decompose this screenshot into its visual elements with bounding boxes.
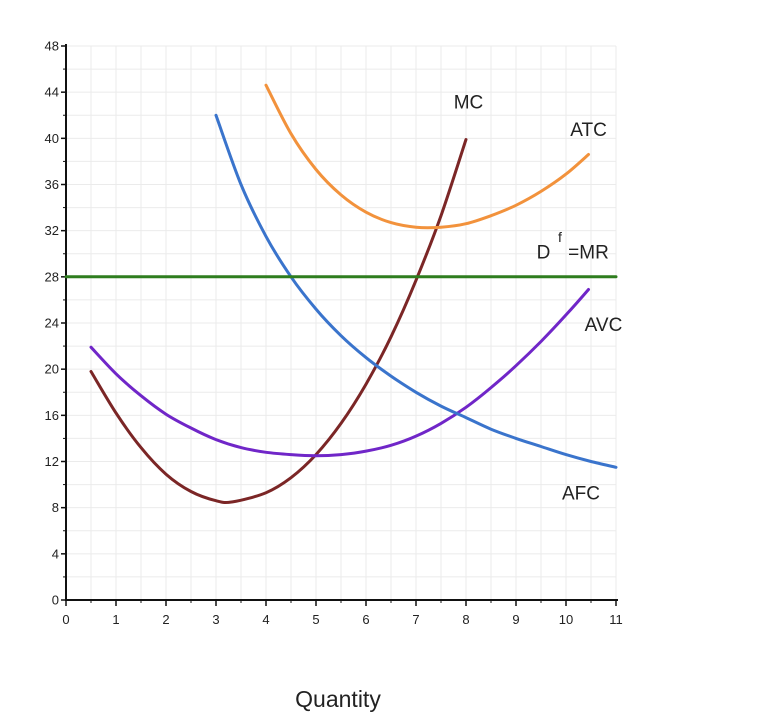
x-tick-label: 5 [312,612,319,627]
curve-label-d: D [537,242,551,263]
y-tick-label: 36 [45,177,59,192]
y-tick-label: 12 [45,454,59,469]
series-line-atc [264,83,590,230]
x-tick-label: 2 [162,612,169,627]
y-tick-label: 28 [45,269,59,284]
x-tick-label: 6 [362,612,369,627]
curve-label-mr: =MR [568,242,609,263]
x-tick-label: 1 [112,612,119,627]
curve-label-f: f [558,229,562,245]
series-line-mc [89,138,468,505]
x-tick-label: 0 [62,612,69,627]
x-tick-label: 11 [609,612,623,627]
curve-label-atc: ATC [570,120,607,141]
x-tick-label: 8 [462,612,469,627]
series-lines [64,83,618,505]
x-tick-label: 7 [412,612,419,627]
x-tick-label: 4 [262,612,269,627]
y-tick-label: 0 [52,593,59,608]
y-tick-label: 20 [45,362,59,377]
y-tick-label: 40 [45,131,59,146]
curve-label-mc: MC [454,92,484,113]
y-tick-label: 4 [52,546,59,561]
curve-labels: MC ATC Df =MR AVC AFC [454,92,623,504]
y-tick-label: 24 [45,316,59,331]
grid [65,45,617,601]
x-tick-label: 9 [512,612,519,627]
x-axis-title: Quantity [295,686,381,712]
y-tick-label: 44 [45,85,59,100]
curve-label-afc: AFC [562,484,600,505]
series-line-avc [89,288,590,458]
y-tick-label: 8 [52,500,59,515]
series-line-afc [214,113,618,469]
y-tick-label: 16 [45,408,59,423]
curve-label-avc: AVC [585,315,623,336]
x-tick-label: 10 [559,612,573,627]
y-tick-label: 48 [45,39,59,54]
x-tick-label: 3 [212,612,219,627]
y-tick-label: 32 [45,223,59,238]
